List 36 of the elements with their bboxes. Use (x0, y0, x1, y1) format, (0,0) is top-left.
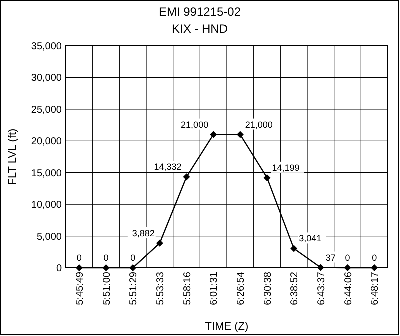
y-tick-label: 0 (56, 264, 62, 274)
y-tick-label: 30,000 (31, 73, 62, 84)
data-label: 37 (326, 252, 336, 263)
data-label: 14,199 (272, 162, 300, 173)
data-label: 3,882 (132, 228, 155, 238)
x-tick-label: 6:43:37 (316, 272, 328, 306)
x-tick-label: 5:51:29 (128, 272, 140, 306)
data-label: 0 (104, 253, 109, 263)
x-tick-label: 5:53:33 (155, 272, 166, 306)
data-label: 21,000 (181, 120, 209, 130)
y-tick-label: 35,000 (31, 42, 62, 52)
x-tick-label: 6:26:54 (236, 272, 247, 306)
x-tick-label: 6:44:06 (343, 272, 354, 306)
x-axis-title: TIME (Z) (205, 321, 249, 333)
y-tick-label: 25,000 (31, 104, 62, 116)
x-tick-label: 6:30:38 (262, 272, 274, 306)
chart-title: EMI 991215-02 (158, 5, 242, 19)
x-tick-label: 6:48:17 (370, 272, 382, 306)
data-label: 3,041 (299, 234, 322, 244)
x-tick-label: 6:01:31 (209, 272, 220, 306)
x-tick-label: 5:51:00 (102, 272, 113, 306)
y-tick-label: 15,000 (31, 168, 62, 180)
y-axis-title: FLT LVL (ft) (7, 128, 19, 186)
data-label: 0 (372, 253, 378, 263)
x-tick-label: 5:58:16 (182, 272, 194, 306)
data-label: 14,332 (154, 162, 182, 172)
x-tick-label: 6:38:52 (290, 272, 301, 306)
data-label: 0 (76, 253, 82, 263)
y-tick-label: 5,000 (36, 232, 62, 243)
y-tick-label: 10,000 (31, 200, 62, 212)
x-tick-label: 5:45:49 (74, 272, 86, 306)
chart-subtitle: KIX - HND (172, 22, 228, 36)
data-label: 0 (130, 253, 136, 263)
data-label: 21,000 (245, 120, 273, 130)
y-tick-label: 20,000 (31, 136, 62, 148)
data-label: 0 (345, 253, 350, 263)
